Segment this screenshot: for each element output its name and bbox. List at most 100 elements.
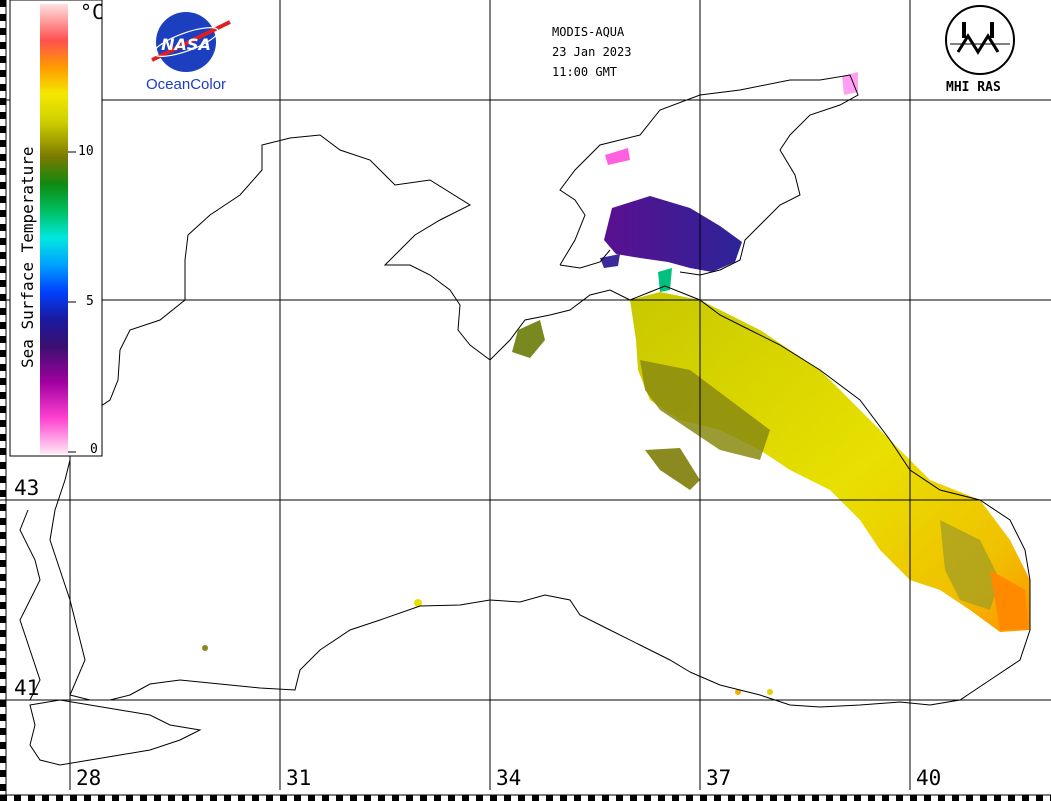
left-tick: [0, 700, 6, 707]
left-tick: [0, 532, 6, 539]
bottom-tick: [756, 795, 763, 801]
left-tick: [0, 238, 6, 245]
oceancolor-label: OceanColor: [146, 76, 227, 93]
left-tick: [0, 154, 6, 161]
bottom-tick: [98, 795, 105, 801]
bottom-tick: [700, 795, 707, 801]
colorbar-tick-0: 0: [90, 442, 98, 457]
bottom-tick: [630, 795, 637, 801]
nasa-text: NASA: [161, 35, 211, 54]
left-tick: [0, 672, 6, 679]
left-tick: [0, 210, 6, 217]
bottom-tick: [714, 795, 721, 801]
bottom-tick: [1022, 795, 1029, 801]
bottom-tick: [1036, 795, 1043, 801]
bottom-tick: [532, 795, 539, 801]
sst-se-olive: [940, 520, 1000, 610]
left-tick: [0, 560, 6, 567]
date-label: 23 Jan 2023: [552, 45, 632, 59]
bottom-tick: [126, 795, 133, 801]
bottom-tick: [140, 795, 147, 801]
bottom-tick: [196, 795, 203, 801]
bottom-tick: [546, 795, 553, 801]
lon-label-34: 34: [496, 766, 522, 790]
sst-south-patch: [645, 448, 700, 490]
bottom-tick: [924, 795, 931, 801]
left-tick: [0, 756, 6, 763]
left-tick: [0, 336, 6, 343]
left-tick: [0, 798, 6, 801]
bottom-tick: [378, 795, 385, 801]
left-tick: [0, 406, 6, 413]
bottom-tick: [462, 795, 469, 801]
lon-label-28: 28: [76, 766, 102, 790]
left-tick: [0, 476, 6, 483]
bottom-tick: [784, 795, 791, 801]
left-tick: [0, 98, 6, 105]
sst-north-pink: [605, 148, 630, 165]
left-tick: [0, 448, 6, 455]
bottom-tick: [588, 795, 595, 801]
sst-east-black-sea: [630, 292, 1030, 632]
lat-label-43: 43: [14, 476, 40, 500]
bottom-tick: [238, 795, 245, 801]
left-tick: [0, 280, 6, 287]
bottom-tick: [84, 795, 91, 801]
bottom-tick: [70, 795, 77, 801]
bottom-tick: [420, 795, 427, 801]
left-tick: [0, 686, 6, 693]
colorbar-tick-5: 5: [86, 294, 94, 309]
bottom-tick: [854, 795, 861, 801]
sensor-label: MODIS-AQUA: [552, 25, 625, 39]
left-tick: [0, 252, 6, 259]
bottom-tick: [966, 795, 973, 801]
bottom-tick: [658, 795, 665, 801]
bottom-tick: [672, 795, 679, 801]
bottom-tick: [1008, 795, 1015, 801]
bottom-tick: [882, 795, 889, 801]
left-tick: [0, 588, 6, 595]
left-tick: [0, 714, 6, 721]
lon-label-37: 37: [706, 766, 732, 790]
left-tick: [0, 70, 6, 77]
left-tick: [0, 546, 6, 553]
bottom-tick: [952, 795, 959, 801]
left-tick: [0, 266, 6, 273]
time-label: 11:00 GMT: [552, 65, 618, 79]
bottom-tick: [728, 795, 735, 801]
left-tick: [0, 616, 6, 623]
sst-data-layer: [202, 72, 1030, 695]
nasa-logo: NASA: [151, 12, 231, 72]
bottom-tick: [406, 795, 413, 801]
bottom-tick: [350, 795, 357, 801]
bottom-tick: [294, 795, 301, 801]
bottom-tick: [476, 795, 483, 801]
bottom-tick: [392, 795, 399, 801]
bottom-tick: [322, 795, 329, 801]
left-tick: [0, 322, 6, 329]
left-tick: [0, 182, 6, 189]
sst-azov-west: [600, 254, 620, 268]
left-tick: [0, 42, 6, 49]
left-tick: [0, 574, 6, 581]
bottom-tick: [994, 795, 1001, 801]
sst-olive-inner: [640, 360, 770, 460]
bottom-tick: [364, 795, 371, 801]
left-tick: [0, 658, 6, 665]
left-tick: [0, 518, 6, 525]
bottom-tick: [434, 795, 441, 801]
bottom-tick: [868, 795, 875, 801]
bottom-tick: [14, 795, 21, 801]
bottom-tick: [56, 795, 63, 801]
bottom-tick: [602, 795, 609, 801]
bottom-tick: [336, 795, 343, 801]
bottom-tick: [644, 795, 651, 801]
left-tick: [0, 378, 6, 385]
bottom-tick: [826, 795, 833, 801]
bottom-tick: [686, 795, 693, 801]
sst-kerch-strait: [658, 268, 672, 292]
bottom-tick: [210, 795, 217, 801]
left-tick: [0, 434, 6, 441]
